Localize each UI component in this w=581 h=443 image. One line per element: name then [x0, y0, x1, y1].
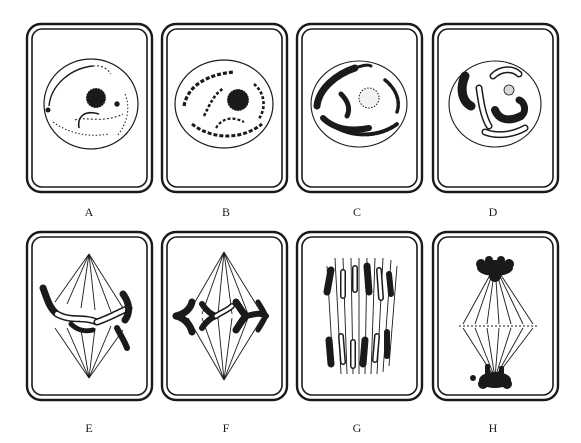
spindle-fibers — [187, 251, 263, 381]
cell-membrane — [25, 22, 154, 194]
cell-membrane — [295, 230, 424, 402]
nuclear-envelope — [174, 59, 274, 149]
nucleolus — [86, 88, 106, 108]
cell-panel-f: F — [160, 230, 289, 435]
nuclear-envelope — [310, 60, 408, 148]
cell-panel-b: B — [160, 22, 289, 219]
panel-label-c: C — [353, 205, 361, 219]
chromosome-cluster-top — [476, 256, 514, 282]
condensing-chromosomes — [182, 70, 265, 138]
metaphase-plate-chromosomes — [39, 284, 133, 351]
cell-panel-c: C — [295, 22, 424, 219]
separating-chromatids-top — [323, 262, 394, 301]
panel-label-b: B — [222, 205, 230, 219]
nuclear-envelope — [43, 58, 139, 150]
prophase-chromosomes — [313, 63, 400, 137]
condensed-chromosomes — [457, 66, 529, 139]
cell-panel-h: H — [431, 230, 560, 435]
nucleolus — [227, 89, 249, 111]
panel-label-g: G — [353, 421, 362, 435]
nucleolus — [503, 84, 515, 96]
aligned-chromosomes — [172, 298, 269, 336]
separating-chromatids-bottom — [325, 329, 390, 369]
cell-membrane — [160, 22, 289, 194]
cell-panel-g: G — [295, 230, 424, 435]
panel-label-e: E — [85, 421, 92, 435]
spindle-fibers — [54, 253, 124, 379]
cell-panel-d: D — [431, 22, 560, 219]
chromosome-cluster-bottom — [470, 364, 512, 389]
cell-panel-a: A — [25, 22, 154, 219]
panel-label-f: F — [223, 421, 230, 435]
panel-label-d: D — [489, 205, 498, 219]
nucleolus — [358, 87, 380, 109]
panel-label-h: H — [489, 421, 498, 435]
chromatin-threads — [45, 65, 129, 137]
nuclear-envelope — [448, 60, 542, 148]
panel-label-a: A — [85, 205, 94, 219]
cell-panel-e: E — [25, 230, 154, 435]
spindle-fibers — [462, 265, 534, 379]
